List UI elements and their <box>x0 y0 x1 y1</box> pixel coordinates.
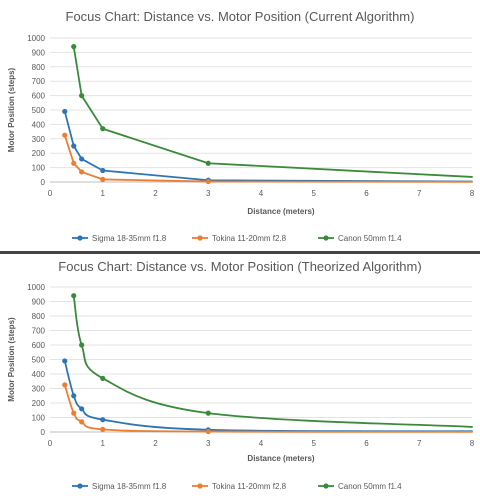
chart-panel-theorized: Focus Chart: Distance vs. Motor Position… <box>0 254 480 502</box>
data-point <box>205 160 211 166</box>
data-point <box>62 358 68 364</box>
data-point <box>100 375 106 381</box>
legend-entry: Sigma 18-35mm f1.8 <box>92 482 167 491</box>
data-point <box>71 393 77 399</box>
x-tick-label: 0 <box>48 439 53 448</box>
x-tick-label: 5 <box>312 439 317 448</box>
x-tick-label: 2 <box>153 439 158 448</box>
legend-swatch-marker <box>323 483 329 489</box>
y-axis-label: Motor Position (steps) <box>7 67 16 152</box>
legend-swatch-marker <box>197 483 203 489</box>
data-point <box>79 156 85 162</box>
y-tick-label: 700 <box>32 327 46 336</box>
data-point <box>79 419 85 425</box>
x-tick-label: 8 <box>470 189 475 198</box>
y-tick-label: 1000 <box>27 283 45 292</box>
data-point <box>100 426 106 432</box>
y-tick-label: 500 <box>32 106 46 115</box>
y-tick-label: 800 <box>32 63 46 72</box>
x-tick-label: 6 <box>364 439 369 448</box>
x-axis-label: Distance (meters) <box>247 207 314 216</box>
legend-entry: Tokina 11-20mm f2.8 <box>212 234 287 243</box>
y-tick-label: 600 <box>32 92 46 101</box>
y-tick-label: 100 <box>32 414 46 423</box>
data-point <box>62 108 68 115</box>
legend-entry: Tokina 11-20mm f2.8 <box>212 482 287 491</box>
legend-entry: Canon 50mm f1.4 <box>338 482 402 491</box>
x-tick-label: 5 <box>312 189 317 198</box>
y-tick-label: 0 <box>41 428 46 437</box>
x-tick-label: 4 <box>259 439 264 448</box>
legend-swatch-marker <box>197 235 203 241</box>
x-tick-label: 3 <box>206 439 211 448</box>
chart-title: Focus Chart: Distance vs. Motor Position… <box>66 9 415 24</box>
x-tick-label: 0 <box>48 189 53 198</box>
legend-entry: Sigma 18-35mm f1.8 <box>92 234 167 243</box>
legend-entry: Canon 50mm f1.4 <box>338 234 402 243</box>
series-line <box>72 45 473 178</box>
legend-swatch-marker <box>77 235 83 241</box>
chart-divider <box>0 251 480 254</box>
y-tick-label: 800 <box>32 312 46 321</box>
legend-swatch-marker <box>77 483 83 489</box>
y-tick-label: 400 <box>32 370 46 379</box>
y-tick-label: 200 <box>32 149 46 158</box>
y-tick-label: 300 <box>32 385 46 394</box>
y-tick-label: 500 <box>32 356 46 365</box>
data-point <box>100 176 106 183</box>
data-point <box>100 126 106 132</box>
data-point <box>71 160 77 166</box>
chart-panel-current: Focus Chart: Distance vs. Motor Position… <box>7 9 475 243</box>
y-tick-label: 300 <box>32 135 46 144</box>
y-tick-label: 600 <box>32 341 46 350</box>
data-point <box>79 342 85 348</box>
y-tick-label: 0 <box>41 178 46 187</box>
y-tick-label: 900 <box>32 48 46 57</box>
x-tick-label: 4 <box>259 189 264 198</box>
data-point <box>71 293 77 299</box>
series-line <box>63 134 473 183</box>
x-tick-label: 7 <box>417 189 422 198</box>
data-point <box>79 169 85 175</box>
x-tick-label: 8 <box>470 439 475 448</box>
chart-title: Focus Chart: Distance vs. Motor Position… <box>58 259 421 274</box>
series-line <box>63 110 473 183</box>
data-point <box>71 410 77 416</box>
x-tick-label: 1 <box>101 439 106 448</box>
y-tick-label: 200 <box>32 399 46 408</box>
data-point <box>100 417 106 423</box>
x-tick-label: 7 <box>417 439 422 448</box>
y-tick-label: 700 <box>32 77 46 86</box>
data-point <box>205 428 211 435</box>
x-tick-label: 1 <box>101 189 106 198</box>
series-line <box>72 294 473 428</box>
x-axis-label: Distance (meters) <box>247 454 314 463</box>
data-point <box>79 406 85 412</box>
chart-current-algorithm: Focus Chart: Distance vs. Motor Position… <box>7 9 475 243</box>
data-point <box>79 93 85 99</box>
data-point <box>71 143 77 149</box>
data-point <box>62 132 68 138</box>
data-point <box>205 410 211 416</box>
y-tick-label: 100 <box>32 164 46 173</box>
legend-swatch-marker <box>323 235 329 241</box>
data-point <box>62 382 68 388</box>
data-point <box>205 178 211 185</box>
x-tick-label: 3 <box>206 189 211 198</box>
data-point <box>71 44 77 50</box>
data-point <box>100 167 106 174</box>
y-axis-label: Motor Position (steps) <box>7 317 16 402</box>
y-tick-label: 400 <box>32 120 46 129</box>
x-tick-label: 2 <box>153 189 158 198</box>
y-tick-label: 900 <box>32 298 46 307</box>
y-tick-label: 1000 <box>27 34 45 43</box>
series-line <box>63 360 473 433</box>
x-tick-label: 6 <box>364 189 369 198</box>
chart-theorized-algorithm: Focus Chart: Distance vs. Motor Position… <box>7 259 475 491</box>
